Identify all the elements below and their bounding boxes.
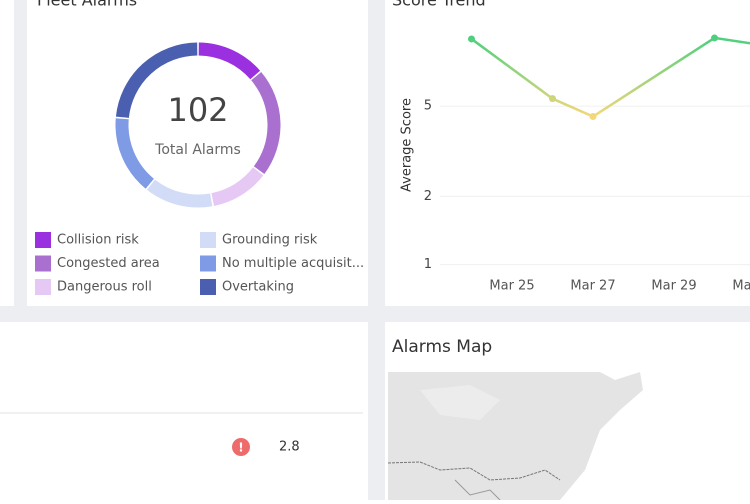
total-label: Total Alarms bbox=[154, 142, 241, 158]
score-cell: 2.8 bbox=[279, 440, 300, 455]
legend-label: Dangerous roll bbox=[57, 280, 152, 295]
legend-swatch bbox=[35, 279, 51, 295]
legend-swatch bbox=[35, 256, 51, 272]
panel-title: Score Trend bbox=[392, 0, 486, 10]
legend-label: Overtaking bbox=[222, 280, 294, 295]
score-point bbox=[549, 95, 556, 102]
panel bbox=[0, 322, 368, 500]
score-point bbox=[468, 35, 475, 42]
total-value: 102 bbox=[167, 91, 228, 129]
x-tick-label: Mar 27 bbox=[570, 279, 615, 294]
legend-swatch bbox=[200, 256, 216, 272]
y-axis-label: Average Score bbox=[400, 98, 415, 192]
score-point bbox=[590, 113, 597, 120]
legend-label: Grounding risk bbox=[222, 233, 318, 248]
alert-icon-glyph: ! bbox=[238, 441, 243, 455]
legend-swatch bbox=[35, 232, 51, 248]
legend-swatch bbox=[200, 232, 216, 248]
x-tick-label: Mar 25 bbox=[489, 279, 534, 294]
score-point bbox=[711, 34, 718, 41]
x-tick-label: Mar 31 bbox=[732, 279, 750, 294]
panel bbox=[0, 0, 14, 306]
legend-label: No multiple acquisit... bbox=[222, 256, 364, 271]
x-tick-label: Mar 29 bbox=[651, 279, 696, 294]
y-tick-label: 5 bbox=[424, 99, 432, 114]
y-tick-label: 1 bbox=[424, 257, 432, 272]
y-tick-label: 2 bbox=[424, 189, 432, 204]
panel-title: Alarms Map bbox=[392, 337, 492, 357]
legend-label: Collision risk bbox=[57, 233, 139, 248]
legend-label: Congested area bbox=[57, 256, 160, 271]
panel-title: Fleet Alarms bbox=[37, 0, 137, 10]
legend-swatch bbox=[200, 279, 216, 295]
panel bbox=[385, 0, 750, 306]
